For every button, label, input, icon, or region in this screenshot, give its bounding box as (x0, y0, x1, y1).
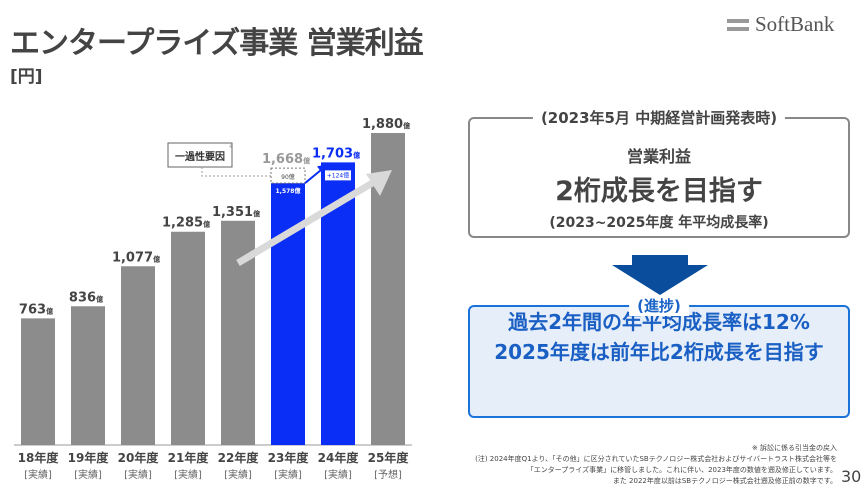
page-number: 30 (841, 467, 862, 486)
category-note: [実績] (124, 468, 152, 481)
bar-chart: 763億 18年度 [実績] 836億 19年度 [実績] 1,077億 20年度 [実績] 1,… (14, 117, 412, 481)
note-mark: ※ (229, 144, 233, 150)
footnote: ※ 訴訟に係る引当金の戻入 (751, 444, 837, 452)
progress-line2: 2025年度は前年比2桁成長を目指す (494, 340, 824, 364)
bar-18年度 (21, 318, 55, 445)
trend-arrow-head-icon (366, 170, 392, 196)
category-label: 22年度 (218, 450, 260, 465)
increase-badge (325, 170, 351, 181)
category-note: [実績] (174, 468, 202, 481)
plan-header: (2023年5月 中期経営計画発表時) (532, 107, 786, 128)
value-label: 763億 (19, 302, 53, 317)
category-label: 23年度 (268, 450, 310, 465)
plan-box: (2023年5月 中期経営計画発表時) 営業利益 2桁成長を目指す (2023~… (468, 107, 850, 238)
trend-arrow (236, 178, 376, 267)
footnotes: ※ 訴訟に係る引当金の戻入 (注) 2024年度Q1より、「その他」に区分されて… (475, 443, 837, 487)
bar-21年度 (171, 231, 205, 445)
growth-arrow (304, 167, 324, 184)
one-time-callout (167, 142, 233, 168)
one-time-label: 一過性要因 (175, 150, 225, 163)
bar-19年度 (71, 306, 105, 445)
value-label: 1,351億 (212, 205, 260, 220)
category-label: 18年度 (18, 450, 60, 465)
category-note: [実績] (74, 468, 102, 481)
value-label: 1,703億 (312, 146, 360, 161)
category-label: 25年度 (368, 450, 410, 465)
category-note: [予想] (374, 468, 402, 481)
value-label: 1,077億 (112, 250, 160, 265)
progress-header: (進捗) (629, 295, 689, 316)
footnote: (注) 2024年度Q1より、「その他」に区分されていたSBテクノロジー株式会社… (475, 455, 837, 463)
fy23-base-label: 1,578億 (276, 187, 301, 195)
one-time-value: 90億 (281, 173, 295, 181)
category-label: 19年度 (68, 450, 110, 465)
value-label: 1,880億 (362, 117, 410, 132)
category-note: [実績] (224, 468, 252, 481)
value-label: 1,668億 (262, 152, 310, 167)
plan-line3: (2023~2025年度 年平均成長率) (549, 215, 769, 231)
value-label: 836億 (69, 290, 103, 305)
down-arrow-icon (612, 255, 708, 295)
progress-box: (進捗) 過去2年間の年平均成長率は12% 2025年度は前年比2桁成長を目指す (468, 295, 850, 418)
softbank-logo: SoftBank (727, 12, 834, 37)
footnote: 「エンタープライズ事業」に移管しました。これに伴い、2023年度の数値を遡及修正… (526, 466, 837, 474)
unit-label: [円] (10, 67, 43, 87)
one-time-box (270, 167, 306, 184)
increase-label: +124億 (327, 171, 349, 179)
page-title: エンタープライズ事業 営業利益 (10, 26, 424, 61)
plan-line1: 営業利益 (626, 147, 691, 166)
category-note: [実績] (274, 468, 302, 481)
category-label: 24年度 (318, 450, 360, 465)
category-note: [実績] (324, 468, 352, 481)
footnote: また 2022年度以前はSBテクノロジー株式会社遡及修正前の数字です。 (612, 477, 837, 485)
category-note: [実績] (24, 468, 52, 481)
callout-leader (201, 167, 271, 177)
category-label: 20年度 (118, 450, 160, 465)
plan-line2: 2桁成長を目指す (555, 176, 763, 207)
bar-20年度 (121, 266, 155, 445)
category-label: 21年度 (168, 450, 210, 465)
arrow-head-icon (317, 164, 327, 175)
value-label: 1,285億 (162, 216, 210, 231)
